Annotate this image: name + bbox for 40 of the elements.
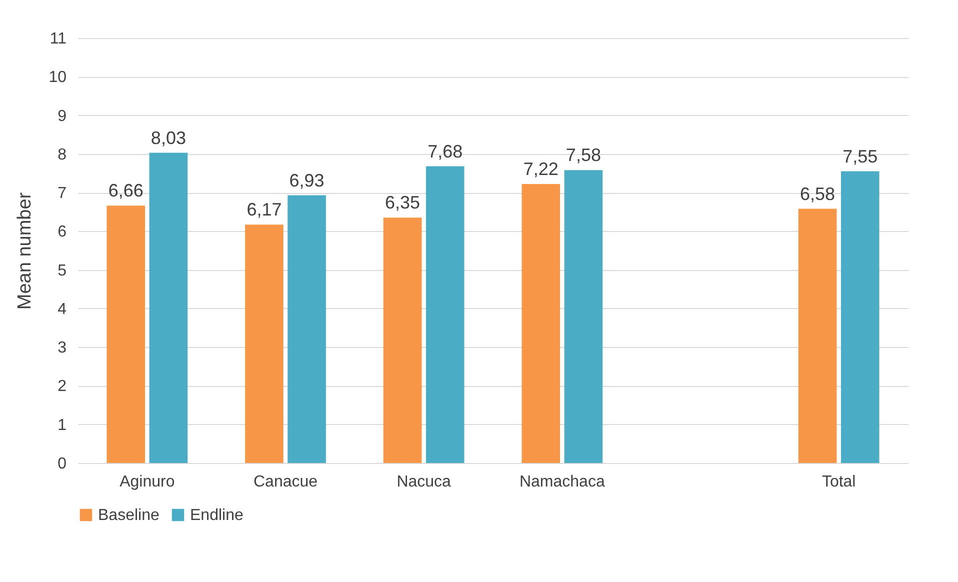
- data-label: 6,58: [800, 184, 836, 204]
- data-label: 7,58: [566, 145, 601, 166]
- data-label: 6,66: [108, 180, 144, 201]
- bar: [245, 224, 284, 463]
- bar: [383, 218, 422, 463]
- bar: [564, 170, 603, 463]
- y-tick-label: 3: [58, 340, 67, 357]
- y-tick-label: 7: [58, 185, 67, 202]
- y-tick-label: 5: [58, 262, 67, 280]
- y-tick-label: 0: [58, 456, 67, 472]
- bar: [149, 152, 188, 463]
- x-tick-label: Total: [822, 474, 856, 490]
- x-tick-label: Nacuca: [396, 474, 452, 490]
- y-tick-label: 10: [48, 69, 67, 86]
- data-label: 7,68: [428, 141, 463, 162]
- legend-label: Endline: [190, 507, 244, 524]
- data-label: 6,17: [246, 200, 282, 220]
- x-tick-label: Aginuro: [120, 474, 175, 490]
- bar: [288, 195, 326, 463]
- data-label: 7,55: [842, 146, 878, 166]
- data-label: 6,93: [289, 170, 324, 190]
- data-label: 6,35: [385, 192, 420, 213]
- data-label: 8,03: [150, 128, 186, 148]
- data-label: 7,22: [523, 159, 558, 180]
- y-tick-label: 6: [58, 224, 67, 241]
- legend-label: Baseline: [98, 507, 160, 524]
- bar: [426, 166, 464, 463]
- x-tick-label: Namachaca: [519, 474, 605, 490]
- bar: [522, 184, 560, 463]
- y-tick-label: 1: [58, 416, 67, 434]
- bar: [798, 208, 837, 463]
- y-tick-label: 11: [50, 30, 67, 48]
- bar: [106, 206, 146, 463]
- y-tick-label: 9: [58, 108, 67, 125]
- y-tick-label: 4: [58, 300, 67, 318]
- bar: [840, 171, 880, 463]
- y-tick-label: 8: [58, 146, 67, 164]
- y-axis-title: Mean number: [14, 192, 36, 310]
- x-tick-label: Canacue: [253, 474, 318, 490]
- y-tick-label: 2: [58, 378, 67, 396]
